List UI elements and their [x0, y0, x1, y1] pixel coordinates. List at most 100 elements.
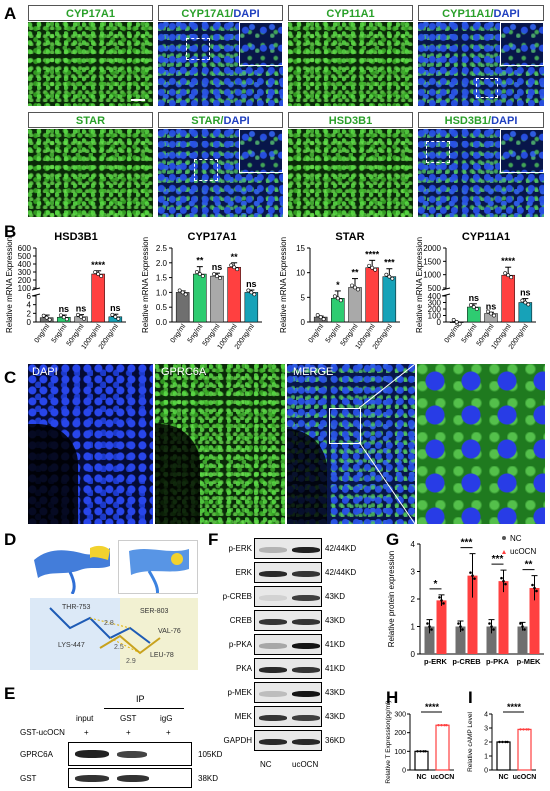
data-point [373, 267, 378, 272]
y-tick-label: 1.0 [156, 288, 168, 297]
data-point [504, 740, 507, 744]
y-tick-label: 300 [394, 712, 406, 719]
inset-zoom [500, 22, 544, 66]
data-point [522, 728, 525, 731]
blot-gst [68, 768, 192, 788]
significance-label: ns [246, 279, 257, 289]
y-tick-label: 200 [18, 276, 32, 285]
band [292, 642, 320, 649]
data-point [183, 292, 188, 297]
significance-label: ns [76, 304, 87, 314]
tile-title-cyp17a1: CYP17A1 [28, 5, 153, 21]
band [292, 570, 320, 577]
blot-erk [254, 562, 322, 583]
bar [496, 741, 511, 771]
data-point [338, 298, 343, 303]
data-point [177, 288, 182, 293]
micrograph-cyp17a1-dapi [158, 22, 283, 106]
treatment-label: GST-ucOCN [20, 728, 65, 737]
y-axis-label: Relative mRNA Expression [415, 237, 424, 333]
y-tick-label: 1 [484, 754, 488, 761]
data-point [474, 307, 479, 311]
data-point [79, 314, 83, 319]
data-point [430, 628, 433, 631]
y-tick-label: 0 [484, 768, 488, 775]
x-tick-label: ucOCN [431, 774, 455, 781]
y-tick-label: 600 [18, 244, 32, 253]
panel-label-d: D [4, 530, 17, 549]
bar [529, 588, 540, 654]
data-point [321, 317, 326, 321]
micrograph-dapi: DAPI [28, 364, 153, 524]
axis-break [32, 289, 40, 295]
data-point [356, 287, 360, 292]
inset-marker [329, 408, 361, 444]
x-tick-label: 5ng/ml [51, 323, 69, 345]
chart-protein-expression: Relative protein expression 0 1 2 3 4 NC ucOCN *… [387, 534, 544, 666]
data-point [200, 274, 205, 278]
blot-size-label: 43KD [325, 712, 346, 721]
band [75, 775, 109, 782]
band [259, 714, 287, 721]
inset-marker [194, 159, 218, 181]
data-point [457, 622, 460, 625]
blot-mek [254, 706, 322, 727]
bar [244, 292, 259, 323]
data-point [235, 267, 240, 272]
label-dapi: DAPI [32, 366, 58, 378]
blot-p-creb [254, 586, 322, 607]
data-point [390, 276, 395, 281]
distance-label: 2.5 [114, 644, 124, 651]
axis-break-mark [31, 287, 41, 291]
data-point [531, 583, 534, 587]
panel-label-g: G [386, 530, 400, 549]
band [259, 690, 287, 697]
panel-label-e: E [4, 684, 16, 703]
inset-marker [476, 78, 498, 98]
significance-label: ns [212, 262, 223, 272]
blot-row-label: MEK [234, 712, 252, 721]
x-tick-label: 0ng/ml [170, 323, 188, 345]
micrograph-cyp11a1-dapi [418, 22, 544, 106]
residue-label: VAL-76 [158, 628, 181, 635]
panel-ghi-charts: Relative protein expression 0 1 2 3 4 NC ucOCN *… [385, 534, 544, 784]
x-tick-label: p-MEK [517, 657, 541, 666]
data-point [246, 288, 251, 293]
band [259, 570, 287, 577]
y-tick-label: 1.5 [156, 274, 168, 283]
col-igg: igG [160, 714, 173, 723]
data-point [459, 625, 462, 628]
y-tick-label: 2000 [423, 244, 441, 253]
data-point [490, 625, 493, 628]
data-point [506, 273, 511, 278]
chart-title: HSD3B1 [54, 231, 97, 243]
band [259, 666, 287, 673]
size-label: 38KD [198, 774, 219, 783]
significance-label: * [336, 280, 340, 290]
data-point [318, 315, 323, 319]
empty-region [155, 424, 200, 524]
significance-label: **** [507, 702, 522, 712]
bar [193, 273, 207, 323]
legend-marker-nc [502, 536, 506, 540]
treatment-mark: + [84, 728, 89, 737]
tile-title-cyp17a1-dapi: CYP17A1/DAPI [158, 5, 283, 21]
data-point [527, 728, 530, 731]
data-point [194, 270, 199, 274]
data-point [315, 313, 320, 317]
ip-divider [104, 708, 184, 709]
y-tick-label: 15 [296, 244, 305, 253]
x-tick-label: ucOCN [513, 774, 537, 781]
band [117, 751, 147, 758]
bar [455, 626, 466, 654]
data-point [353, 285, 357, 290]
data-point [535, 589, 538, 593]
y-tick-label: 100 [428, 312, 442, 321]
residue-label: THR-753 [62, 604, 91, 611]
blot-size-label: 43KD [325, 592, 346, 601]
axis-break-mark [441, 287, 451, 291]
blot-row-label: CREB [229, 616, 252, 625]
data-point [232, 265, 237, 270]
data-point [489, 311, 493, 316]
data-point [218, 276, 222, 281]
